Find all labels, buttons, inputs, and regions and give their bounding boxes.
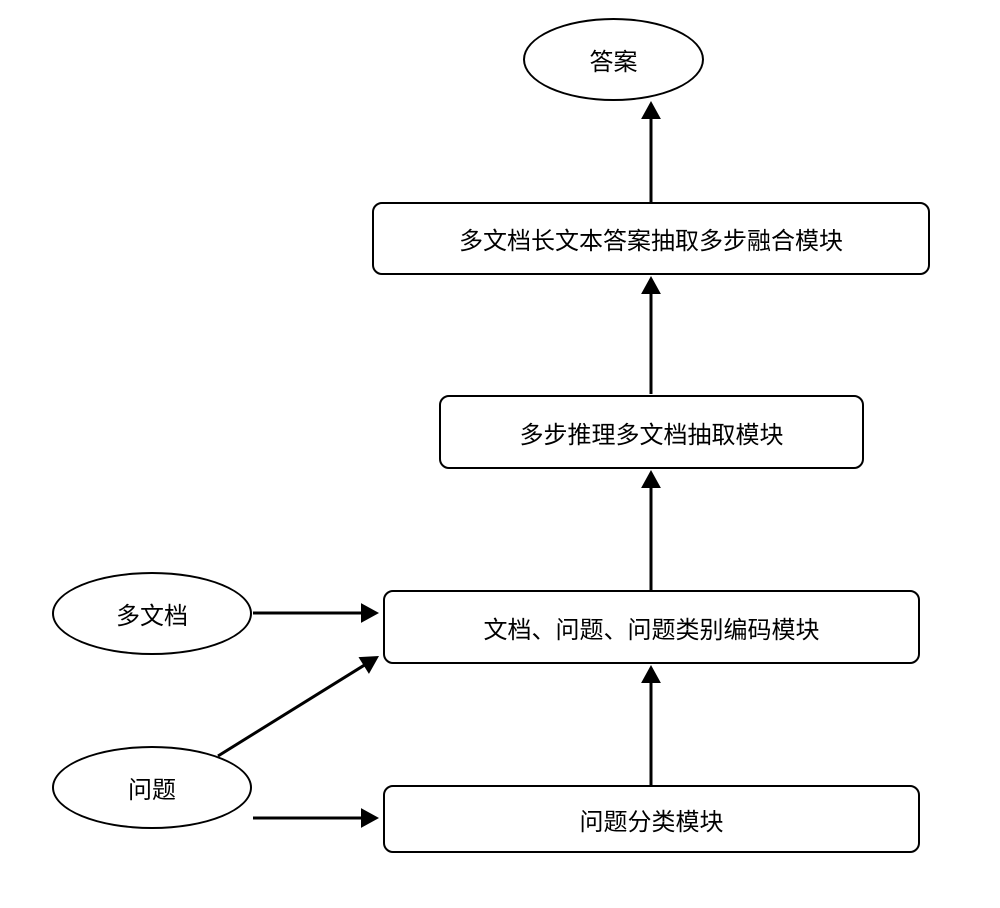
edge-arrowhead-0 (641, 101, 661, 119)
node-multidoc-label: 多文档 (116, 596, 188, 631)
node-classify-label: 问题分类模块 (580, 802, 724, 837)
node-classify: 问题分类模块 (383, 785, 920, 853)
edge-arrowhead-5 (358, 656, 379, 674)
edge-arrowhead-3 (641, 665, 661, 683)
node-fusion-label: 多文档长文本答案抽取多步融合模块 (459, 221, 843, 256)
edge-line-5 (218, 665, 365, 756)
node-fusion: 多文档长文本答案抽取多步融合模块 (372, 202, 930, 275)
edge-arrowhead-6 (361, 808, 379, 828)
node-extract: 多步推理多文档抽取模块 (439, 395, 864, 469)
node-answer: 答案 (523, 18, 704, 101)
edge-arrowhead-1 (641, 276, 661, 294)
node-encode-label: 文档、问题、问题类别编码模块 (484, 610, 820, 645)
edge-arrowhead-2 (641, 470, 661, 488)
node-question-label: 问题 (128, 770, 176, 805)
node-multidoc: 多文档 (52, 572, 252, 655)
edge-arrowhead-4 (361, 603, 379, 623)
node-answer-label: 答案 (590, 42, 638, 77)
node-encode: 文档、问题、问题类别编码模块 (383, 590, 920, 664)
node-extract-label: 多步推理多文档抽取模块 (520, 415, 784, 450)
node-question: 问题 (52, 746, 252, 829)
